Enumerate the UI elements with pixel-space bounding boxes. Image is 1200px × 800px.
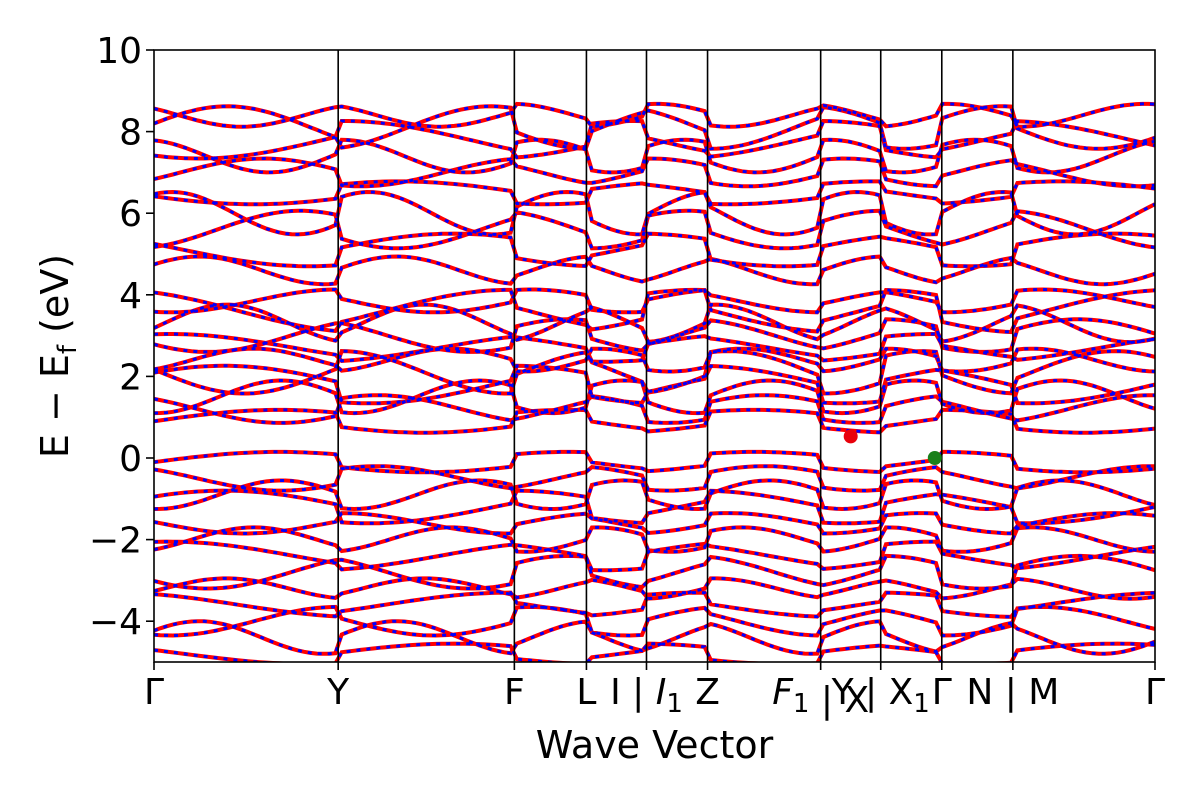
conduction-band-line <box>154 254 1155 287</box>
conduction-band-line <box>154 288 1155 334</box>
kpoint-lines <box>337 50 1014 662</box>
conduction-band-line <box>154 302 1155 345</box>
conduction-band-line <box>154 349 1155 396</box>
vbm-marker <box>927 451 942 465</box>
valence-band-line <box>154 450 1155 474</box>
y-tick-label: 2 <box>119 357 142 398</box>
conduction-band-line <box>154 287 1155 315</box>
valence-band-line <box>154 604 1155 638</box>
y-axis-label: E − Ef (eV) <box>33 254 83 458</box>
cbm-marker <box>843 429 858 444</box>
conduction-band-line <box>154 347 1155 374</box>
x-tick-label: F <box>504 672 525 713</box>
x-axis-label: Wave Vector <box>536 723 774 767</box>
valence-band-line <box>154 511 1155 536</box>
x-tick-label: Γ <box>1145 672 1165 713</box>
y-tick-label: 8 <box>119 113 142 154</box>
conduction-band-line <box>154 156 1155 188</box>
conduction-band-line <box>154 138 1155 174</box>
conduction-band-line <box>154 364 1155 405</box>
y-tick-label: 10 <box>96 31 142 72</box>
valence-band-line <box>154 576 1155 601</box>
conduction-band-line <box>154 254 1155 286</box>
x-tick-label: Γ <box>932 672 952 713</box>
x-tick-label: L <box>576 672 596 713</box>
valence-band-line <box>154 619 1155 656</box>
y-tick-label: 6 <box>119 194 142 235</box>
valence-band-line <box>154 554 1155 591</box>
conduction-band-line <box>154 179 1155 207</box>
y-axis-label-subscript: f <box>53 344 83 354</box>
band-edge-markers <box>843 429 942 465</box>
valence-band-line <box>154 642 1155 662</box>
valence-band-line <box>154 619 1155 656</box>
conduction-band-line <box>154 208 1155 251</box>
valence-band-line <box>154 489 1155 525</box>
valence-band-line <box>154 449 1155 475</box>
conduction-band-line <box>154 232 1155 268</box>
conduction-band-line <box>154 231 1155 269</box>
valence-band-line <box>154 525 1155 554</box>
bands-layer <box>154 101 1155 662</box>
x-tick-label: N | M <box>966 672 1059 713</box>
conduction-band-line <box>154 317 1155 354</box>
x-tick-label: Γ <box>144 672 164 713</box>
x-tick-label: Z <box>695 672 720 713</box>
y-tick-label: 0 <box>119 439 142 480</box>
conduction-band-line <box>154 189 1155 237</box>
conduction-band-line <box>154 209 1155 250</box>
valence-band-line <box>154 488 1155 526</box>
conduction-band-line <box>154 393 1155 425</box>
valence-band-line <box>154 553 1155 591</box>
x-tick-label: F1 | X <box>772 672 869 721</box>
x-tick-label: Y <box>326 672 350 713</box>
valence-band-line <box>154 478 1155 511</box>
conduction-band-line <box>154 119 1155 160</box>
y-tick-label: 4 <box>119 276 142 317</box>
y-tick-label: −2 <box>89 521 142 562</box>
y-axis-label-main: E − E <box>33 354 77 458</box>
x-tick-label: Y | X1 <box>831 672 930 719</box>
conduction-band-line <box>154 102 1155 129</box>
y-tick-label: −4 <box>89 602 142 643</box>
valence-band-line <box>154 511 1155 536</box>
plot-frame <box>153 49 1156 663</box>
y-axis-ticks: −4 −2 0 2 4 6 8 10 <box>89 31 154 643</box>
valence-band-line <box>154 591 1155 619</box>
conduction-band-line <box>154 317 1155 354</box>
conduction-band-line <box>154 104 1155 151</box>
x-tick-label: I | I1 <box>610 672 683 719</box>
y-axis-label-unit: (eV) <box>33 254 77 345</box>
conduction-band-line <box>154 303 1155 344</box>
conduction-band-line <box>154 378 1155 415</box>
